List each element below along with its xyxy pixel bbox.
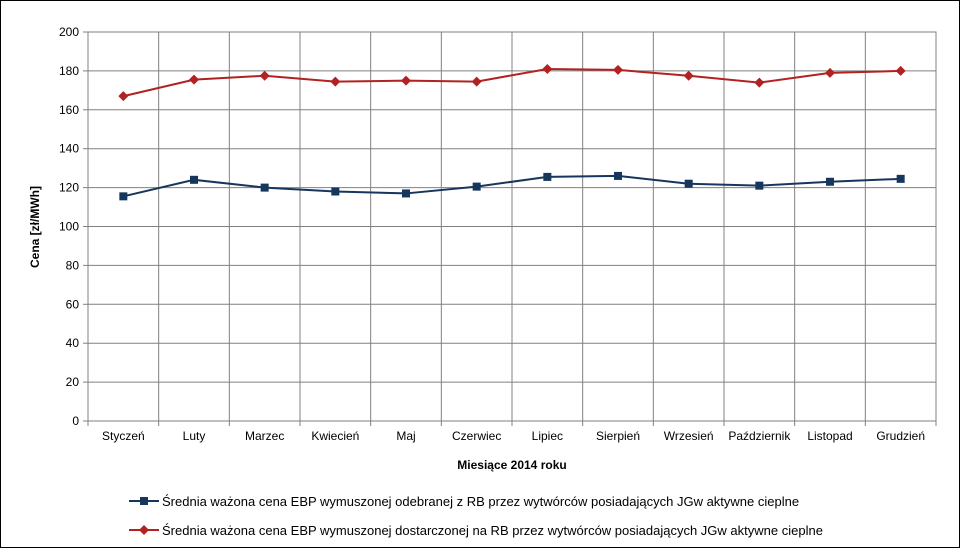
x-tick-label: Kwiecień [311,429,359,443]
y-tick-label: 20 [66,375,80,389]
x-tick-label: Lipiec [532,429,563,443]
y-tick-label: 180 [59,64,79,78]
data-point [683,70,694,81]
y-tick-label: 0 [72,414,79,428]
x-tick-label: Styczeń [102,429,145,443]
y-tick-label: 100 [59,220,79,234]
y-tick-label: 60 [66,297,80,311]
data-point [754,77,765,88]
data-point [613,64,623,75]
data-point [259,70,270,81]
data-point [331,187,340,196]
legend-marker [139,525,149,535]
x-tick-label: Luty [183,429,206,443]
data-point [614,171,622,180]
plot-border [87,31,937,422]
x-tick-label: Marzec [245,429,284,443]
tick-labels: 0 20 40 60 80 100 120 140 160 180 200 Styczeń Luty Ma… [59,25,925,443]
data-point [402,189,410,198]
series-1 [119,171,905,201]
series-2 [118,63,906,102]
y-tick-label: 80 [66,258,80,272]
data-point [401,75,411,86]
data-point [118,91,129,102]
grid-lines [83,31,937,426]
y-tick-label: 140 [59,142,79,156]
x-tick-label: Wrzesień [664,429,714,443]
x-tick-label: Maj [396,429,415,443]
data-point [471,76,482,87]
y-tick-label: 200 [59,25,79,39]
data-point [260,183,269,192]
legend-label: Średnia ważona cena EBP wymuszonej odebr… [162,494,799,509]
x-tick-label: Grudzień [876,429,925,443]
series-line [123,67,901,98]
data-point [119,192,128,201]
y-tick-label: 160 [59,103,79,117]
y-axis-title: Cena [zł/MWh] [28,186,42,268]
data-point [896,174,905,183]
legend-entry: Średnia ważona cena EBP wymuszonej odebr… [129,494,799,509]
y-tick-label: 40 [66,336,80,350]
legend: Średnia ważona cena EBP wymuszonej odebr… [129,494,823,538]
series-layer [118,63,906,201]
data-point [825,67,835,78]
y-tick-label: 120 [59,181,79,195]
legend-label: Średnia ważona cena EBP wymuszonej dosta… [162,523,823,538]
data-point [330,76,341,87]
legend-marker [140,497,148,505]
data-point [472,182,481,191]
data-point [542,63,553,74]
x-tick-label: Sierpień [596,429,640,443]
data-point [684,179,693,188]
x-tick-label: Listopad [807,429,852,443]
data-point [190,175,198,184]
series-line [123,174,901,198]
data-point [895,65,906,76]
x-tick-label: Czerwiec [452,429,501,443]
legend-entry: Średnia ważona cena EBP wymuszonej dosta… [129,523,823,538]
data-point [826,177,834,186]
x-tick-label: Październik [728,429,791,443]
data-point [543,172,552,181]
data-point [189,74,199,85]
x-axis-title: Miesiące 2014 roku [457,458,566,472]
data-point [755,181,764,190]
